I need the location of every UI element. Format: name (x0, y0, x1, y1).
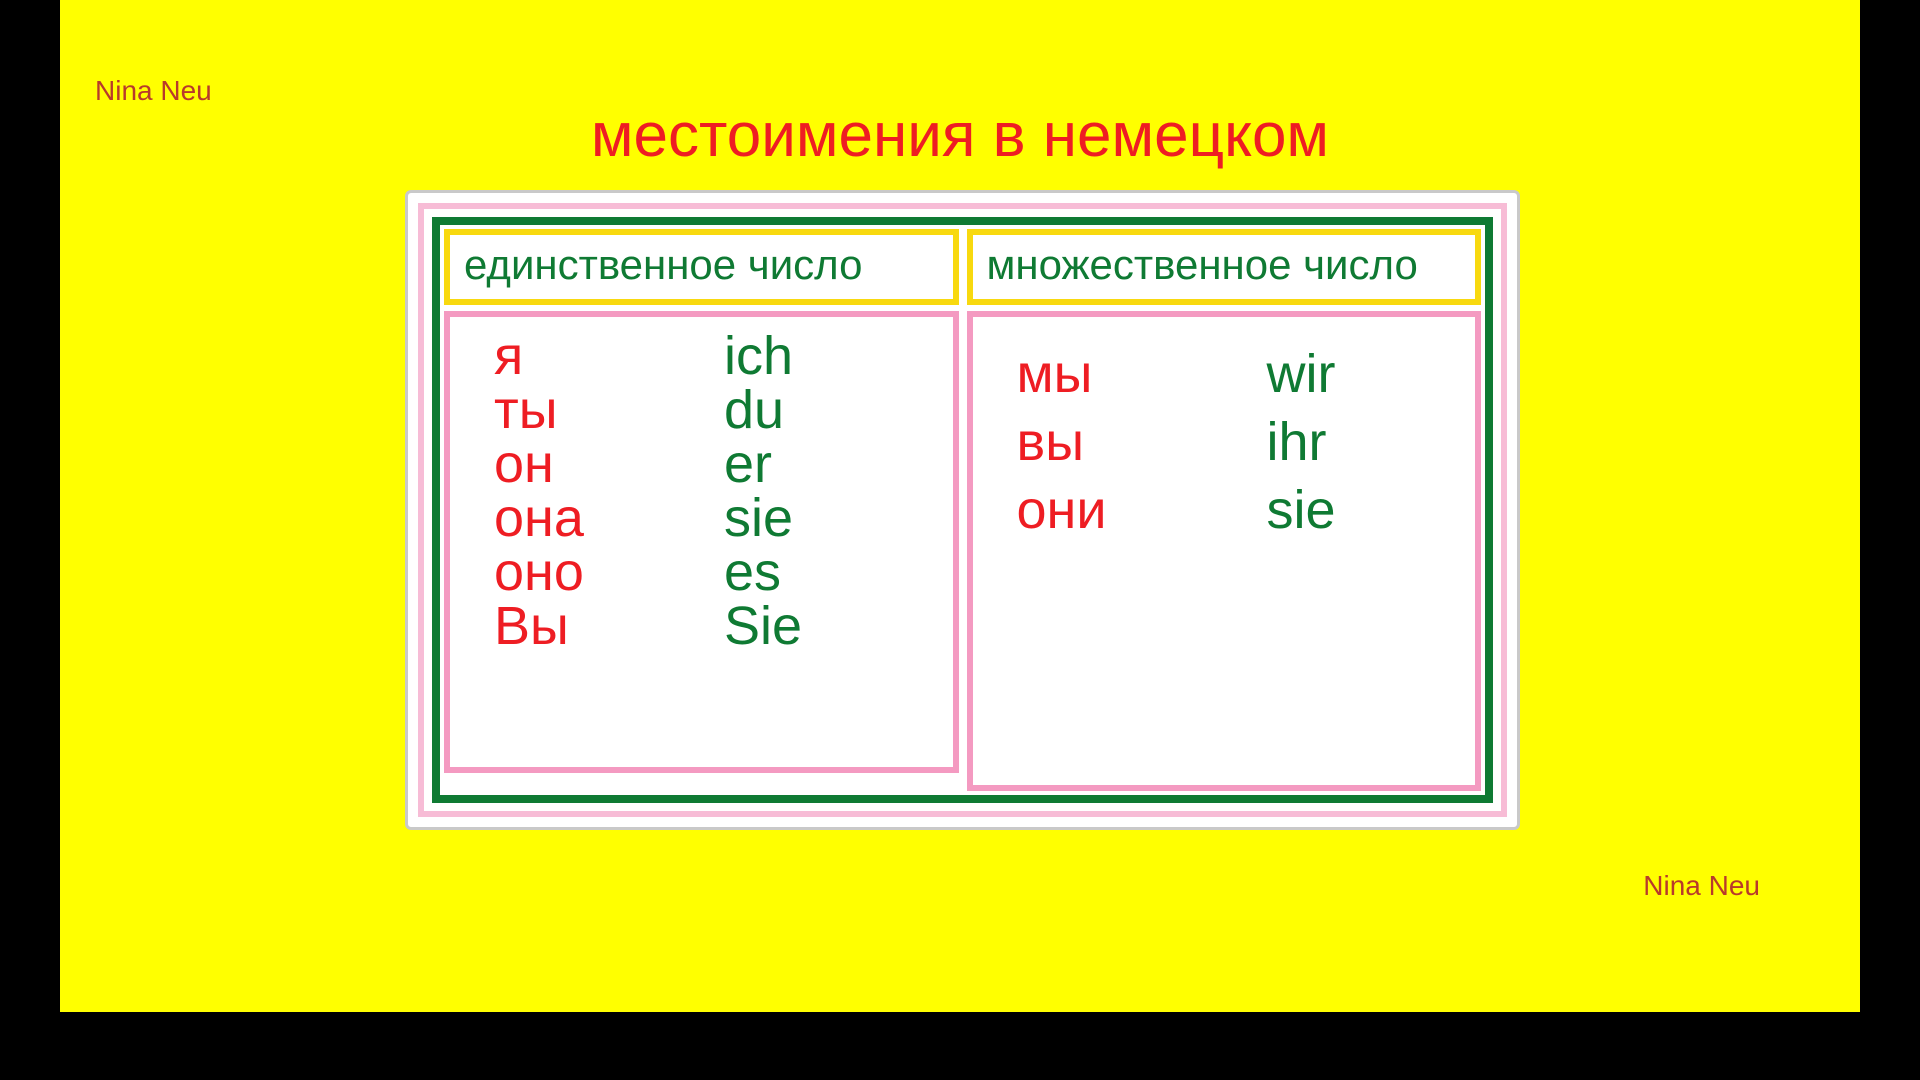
cell-german: sie (1267, 483, 1336, 537)
slide: Nina Neu местоимения в немецком единстве… (60, 0, 1860, 1012)
column-body-plural: мы wir вы ihr они sie (967, 311, 1482, 791)
cell-russian: оно (494, 545, 724, 599)
table-row: они sie (1017, 483, 1456, 537)
table-outer-frame: единственное число я ich ты du (405, 190, 1520, 830)
table-row: вы ihr (1017, 415, 1456, 469)
table-row: ты du (494, 383, 933, 437)
table-row: оно es (494, 545, 933, 599)
cell-russian: мы (1017, 347, 1267, 401)
cell-russian: Вы (494, 599, 724, 653)
column-header-singular-text: единственное число (464, 241, 863, 288)
cell-german: Sie (724, 599, 802, 653)
column-body-singular: я ich ты du он er (444, 311, 959, 773)
watermark-bottom-right: Nina Neu (1643, 870, 1760, 902)
column-header-plural-text: множественное число (987, 241, 1418, 288)
cell-german: sie (724, 491, 793, 545)
cell-russian: они (1017, 483, 1267, 537)
table-row: Вы Sie (494, 599, 933, 653)
column-header-plural: множественное число (967, 229, 1482, 305)
column-header-singular: единственное число (444, 229, 959, 305)
table-pink-frame: единственное число я ich ты du (418, 203, 1507, 817)
cell-german: wir (1267, 347, 1336, 401)
cell-german: du (724, 383, 784, 437)
cell-russian: я (494, 329, 724, 383)
table-green-frame: единственное число я ich ты du (432, 217, 1493, 803)
cell-russian: он (494, 437, 724, 491)
stage: Nina Neu местоимения в немецком единстве… (0, 0, 1920, 1080)
table-row: я ich (494, 329, 933, 383)
cell-german: ich (724, 329, 793, 383)
column-singular: единственное число я ich ты du (444, 229, 959, 791)
cell-russian: она (494, 491, 724, 545)
table-row: он er (494, 437, 933, 491)
table-row: она sie (494, 491, 933, 545)
cell-russian: ты (494, 383, 724, 437)
column-plural: множественное число мы wir вы ihr (967, 229, 1482, 791)
cell-german: ihr (1267, 415, 1327, 469)
page-title: местоимения в немецком (60, 100, 1860, 171)
cell-russian: вы (1017, 415, 1267, 469)
table-row: мы wir (1017, 347, 1456, 401)
cell-german: es (724, 545, 781, 599)
cell-german: er (724, 437, 772, 491)
